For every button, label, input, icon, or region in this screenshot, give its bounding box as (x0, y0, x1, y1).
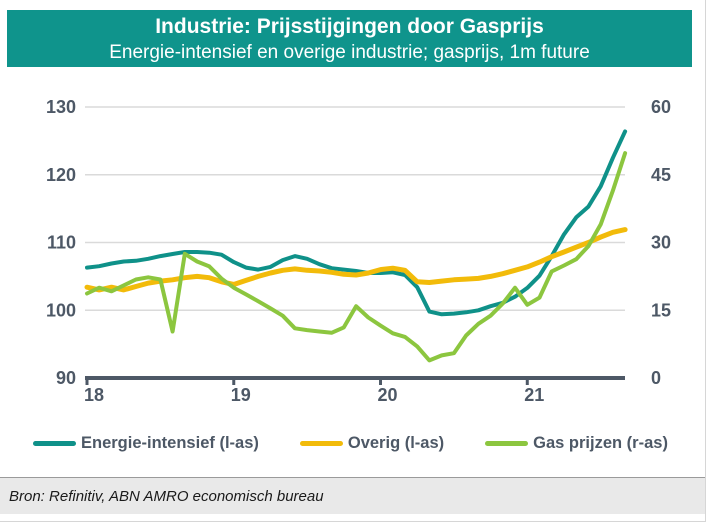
svg-text:100: 100 (46, 300, 76, 320)
chart-legend: Energie-intensief (l-as) Overig (l-as) G… (33, 431, 705, 455)
legend-label: Overig (l-as) (347, 433, 445, 452)
svg-text:19: 19 (231, 385, 251, 405)
svg-text:15: 15 (651, 300, 671, 320)
x-axis-labels: 18 19 20 21 (84, 385, 544, 405)
y-axis-labels-right: 0 15 30 45 60 (651, 97, 671, 388)
legend-item-energie-intensief: Energie-intensief (l-as) (33, 434, 259, 453)
legend-label: Gas prijzen (r-as) (533, 433, 668, 452)
svg-text:120: 120 (46, 165, 76, 185)
series-line-3 (85, 151, 628, 363)
svg-text:110: 110 (47, 233, 76, 253)
series-line-1 (85, 129, 628, 317)
svg-text:0: 0 (651, 368, 661, 388)
chart-subtitle: Energie-intensief en overige industrie; … (109, 41, 590, 63)
legend-item-overig: Overig (l-as) (299, 433, 445, 453)
x-axis (85, 376, 625, 385)
legend-item-gas-prijzen: Gas prijzen (r-as) (485, 434, 668, 453)
y-axis-labels-left: 90 100 110 120 130 (46, 97, 76, 388)
chart-title: Industrie: Prijsstijgingen door Gasprijs (155, 14, 544, 38)
svg-text:18: 18 (84, 385, 104, 405)
svg-text:60: 60 (651, 97, 671, 117)
source-bar: Bron: Refinitiv, ABN AMRO economisch bur… (0, 477, 705, 514)
legend-swatch-yellow-icon (299, 440, 343, 446)
svg-text:45: 45 (651, 165, 671, 185)
source-text: Bron: Refinitiv, ABN AMRO economisch bur… (9, 487, 324, 505)
svg-text:20: 20 (378, 385, 398, 405)
legend-swatch-teal-icon (33, 440, 76, 446)
svg-text:21: 21 (524, 385, 544, 405)
svg-text:30: 30 (651, 233, 671, 253)
svg-text:90: 90 (56, 368, 76, 388)
legend-swatch-green-icon (485, 440, 529, 446)
chart-header: Industrie: Prijsstijgingen door Gasprijs… (7, 10, 692, 67)
legend-label: Energie-intensief (l-as) (81, 433, 259, 452)
svg-text:130: 130 (46, 97, 76, 117)
series-line-2 (84, 227, 628, 293)
